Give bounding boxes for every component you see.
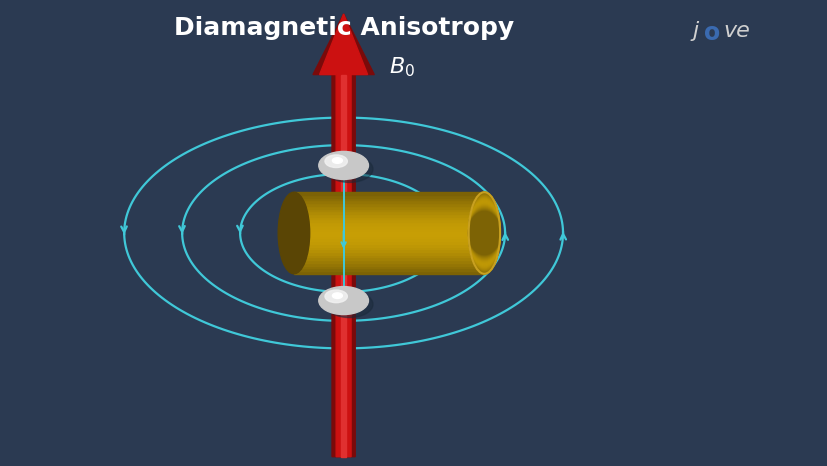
Ellipse shape — [468, 194, 500, 272]
Circle shape — [325, 156, 372, 183]
Ellipse shape — [468, 208, 500, 258]
Bar — [294, 233, 484, 236]
Bar — [294, 260, 484, 263]
Ellipse shape — [468, 192, 500, 274]
Bar — [294, 236, 484, 239]
Bar — [294, 227, 484, 230]
Text: ve: ve — [723, 21, 749, 41]
Circle shape — [324, 290, 347, 303]
Bar — [294, 247, 484, 249]
Bar — [294, 225, 484, 227]
Ellipse shape — [468, 202, 500, 264]
Text: o: o — [703, 21, 719, 45]
Bar — [294, 198, 484, 200]
FancyArrow shape — [341, 75, 346, 457]
Text: Diamagnetic Anisotropy: Diamagnetic Anisotropy — [174, 16, 513, 41]
Text: $B_0$: $B_0$ — [389, 56, 414, 79]
Bar — [294, 222, 484, 225]
Ellipse shape — [468, 203, 500, 263]
Bar — [294, 230, 484, 233]
Bar — [294, 211, 484, 214]
Circle shape — [318, 151, 368, 179]
Bar — [294, 257, 484, 260]
Ellipse shape — [468, 209, 500, 257]
Bar — [294, 209, 484, 211]
FancyArrow shape — [319, 14, 367, 457]
Ellipse shape — [468, 207, 500, 259]
Circle shape — [318, 287, 368, 315]
Bar — [294, 195, 484, 198]
Ellipse shape — [468, 193, 500, 273]
Ellipse shape — [278, 192, 309, 274]
Bar — [294, 203, 484, 206]
Bar — [294, 192, 484, 195]
Ellipse shape — [468, 205, 500, 261]
Circle shape — [332, 293, 342, 298]
Bar — [294, 241, 484, 244]
Ellipse shape — [468, 210, 500, 256]
Ellipse shape — [468, 212, 500, 254]
Ellipse shape — [468, 200, 500, 266]
Bar — [294, 252, 484, 255]
Ellipse shape — [468, 204, 500, 262]
Bar — [294, 200, 484, 203]
Bar — [294, 214, 484, 217]
Bar — [294, 244, 484, 247]
Circle shape — [324, 155, 347, 168]
Bar — [294, 255, 484, 257]
Bar — [294, 219, 484, 222]
Bar — [294, 217, 484, 219]
Bar — [294, 263, 484, 266]
Text: j: j — [691, 21, 698, 41]
Ellipse shape — [468, 199, 500, 267]
FancyArrow shape — [313, 14, 374, 457]
Ellipse shape — [468, 201, 500, 265]
Bar — [294, 271, 484, 274]
Bar — [294, 266, 484, 268]
Ellipse shape — [468, 195, 500, 271]
Bar — [294, 249, 484, 252]
Ellipse shape — [468, 198, 500, 268]
Ellipse shape — [468, 197, 500, 269]
Ellipse shape — [468, 206, 500, 260]
Bar — [294, 268, 484, 271]
Bar — [294, 239, 484, 241]
Ellipse shape — [468, 196, 500, 270]
Circle shape — [325, 291, 372, 318]
Circle shape — [332, 158, 342, 164]
Bar — [294, 206, 484, 209]
